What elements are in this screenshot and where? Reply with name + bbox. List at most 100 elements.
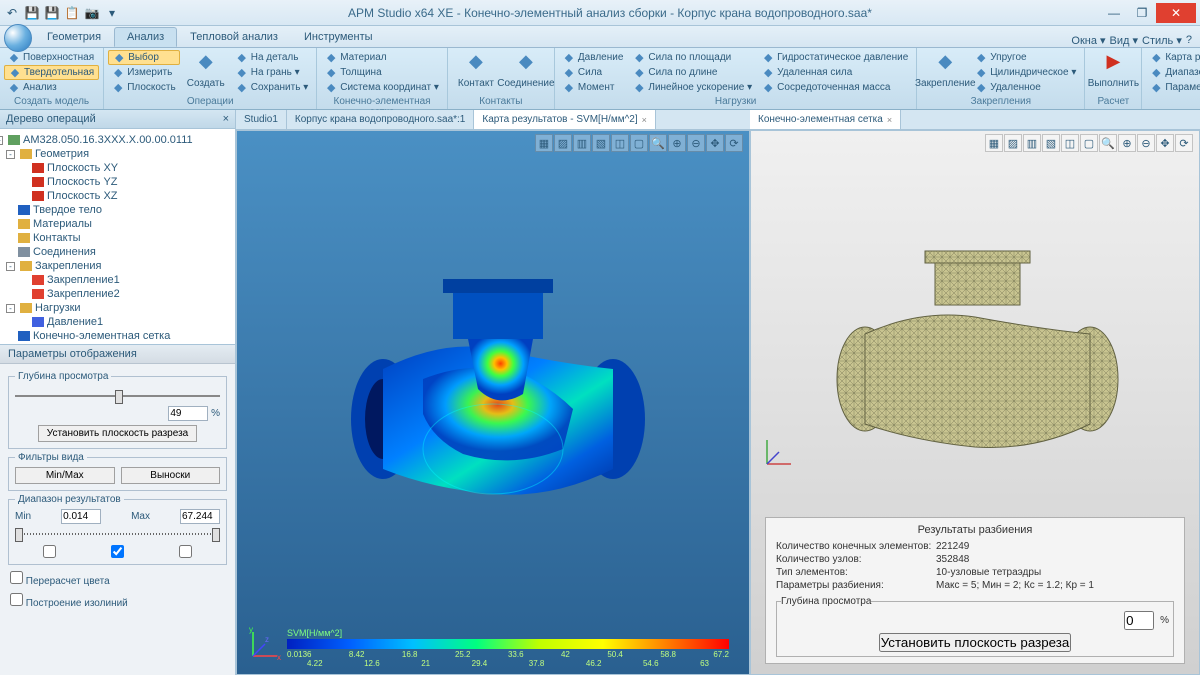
max-input[interactable] (180, 509, 220, 524)
view-transparent-icon[interactable]: ◫ (1061, 134, 1079, 152)
rotate-icon[interactable]: ⟳ (725, 134, 743, 152)
ribbon-item[interactable]: ◆Сосредоточенная масса (758, 80, 912, 95)
view-shaded-icon[interactable]: ▧ (1042, 134, 1060, 152)
ribbon-item[interactable]: ◆Упругое (971, 50, 1080, 65)
ribbon-item[interactable]: ◆Поверхностная (4, 50, 99, 65)
ribbon-item[interactable]: ◆Момент (559, 80, 627, 95)
help-menu[interactable]: ? (1186, 34, 1192, 47)
close-icon[interactable]: × (642, 115, 647, 125)
ribbon-item[interactable]: ◆Сила по площади (629, 50, 756, 65)
undo-icon[interactable]: ↶ (4, 5, 20, 21)
zoom-fit-icon[interactable]: 🔍 (649, 134, 667, 152)
minmax-button[interactable]: Min/Max (15, 467, 115, 484)
tree-node[interactable]: -Нагрузки (4, 301, 231, 315)
tab-tools[interactable]: Инструменты (291, 27, 386, 47)
isolines-checkbox[interactable]: Построение изолиний (10, 598, 128, 609)
depth-slider[interactable] (15, 388, 220, 404)
minimize-button[interactable]: — (1100, 3, 1128, 23)
view-wireframe-icon[interactable]: ▨ (554, 134, 572, 152)
ribbon-item[interactable]: ◆Материал (321, 50, 443, 65)
view-iso-icon[interactable]: ▦ (985, 134, 1003, 152)
ribbon-item[interactable]: ◆Выбор (108, 50, 180, 65)
operation-tree[interactable]: − АМ328.050.16.3XXX.X.00.00.0111 -Геомет… (0, 129, 235, 344)
ribbon-item[interactable]: ◆Параметры вывода (1146, 80, 1200, 95)
ribbon-item[interactable]: ◆Измерить (108, 65, 180, 80)
callouts-button[interactable]: Выноски (121, 467, 221, 484)
rotate-icon[interactable]: ⟳ (1175, 134, 1193, 152)
view-hidden-icon[interactable]: ▥ (1023, 134, 1041, 152)
tab-thermal[interactable]: Тепловой анализ (177, 27, 291, 47)
app-logo-icon[interactable] (4, 24, 32, 52)
zoom-in-icon[interactable]: ⊕ (1118, 134, 1136, 152)
expand-icon[interactable]: - (6, 304, 15, 313)
recolor-checkbox[interactable]: Перерасчет цвета (10, 576, 110, 587)
zoom-fit-icon[interactable]: 🔍 (1099, 134, 1117, 152)
ribbon-item[interactable]: ◆Удаленная сила (758, 65, 912, 80)
ribbon-item[interactable]: ◆Твердотельная (4, 65, 99, 80)
ribbon-item[interactable]: ◆Сила по длине (629, 65, 756, 80)
ribbon-item[interactable]: ◆Система координат ▾ (321, 80, 443, 95)
view-wireframe-icon[interactable]: ▨ (1004, 134, 1022, 152)
range-cb1[interactable] (43, 545, 56, 558)
tree-node[interactable]: Закрепление2 (4, 287, 231, 301)
ribbon-item[interactable]: ▶Выполнить (1089, 50, 1137, 94)
ribbon-item[interactable]: ◆Контакт (452, 50, 500, 94)
maximize-button[interactable]: ❐ (1128, 3, 1156, 23)
tree-node[interactable]: Материалы (4, 217, 231, 231)
tree-node[interactable]: Конечно-элементная сетка (4, 329, 231, 343)
ribbon-item[interactable]: ◆Сила (559, 65, 627, 80)
ribbon-item[interactable]: ◆Цилиндрическое ▾ (971, 65, 1080, 80)
zoom-in-icon[interactable]: ⊕ (668, 134, 686, 152)
ribbon-item[interactable]: ◆Линейное ускорение ▾ (629, 80, 756, 95)
close-icon[interactable]: × (887, 115, 892, 125)
ribbon-item[interactable]: ◆Гидростатическое давление (758, 50, 912, 65)
tree-close-icon[interactable]: × (223, 113, 229, 125)
expand-icon[interactable]: − (0, 136, 3, 145)
qat-dropdown-icon[interactable]: ▾ (104, 5, 120, 21)
zoom-out-icon[interactable]: ⊖ (1137, 134, 1155, 152)
view-wire-icon[interactable]: ▢ (630, 134, 648, 152)
tree-node[interactable]: Закрепление1 (4, 273, 231, 287)
windows-menu[interactable]: Окна ▾ (1071, 34, 1105, 47)
view-shaded-icon[interactable]: ▧ (592, 134, 610, 152)
doctab-studio[interactable]: Studio1 (236, 110, 287, 129)
view-iso-icon[interactable]: ▦ (535, 134, 553, 152)
range-cb2[interactable] (111, 545, 124, 558)
save-icon[interactable]: 💾 (24, 5, 40, 21)
ribbon-item[interactable]: ◆Диапазон результатов (1146, 65, 1200, 80)
tree-node[interactable]: Контакты (4, 231, 231, 245)
min-input[interactable] (61, 509, 101, 524)
style-menu[interactable]: Стиль ▾ (1142, 34, 1182, 47)
tree-node[interactable]: Плоскость YZ (4, 175, 231, 189)
screenshot-icon[interactable]: 📷 (84, 5, 100, 21)
tree-node[interactable]: Твердое тело (4, 203, 231, 217)
range-cb3[interactable] (179, 545, 192, 558)
ribbon-item[interactable]: ◆Толщина (321, 65, 443, 80)
expand-icon[interactable]: - (6, 262, 15, 271)
mesh-viewport[interactable]: ▦▨▥▧◫▢🔍⊕⊖✥⟳ (750, 130, 1200, 675)
ribbon-item[interactable]: ◆Давление (559, 50, 627, 65)
ribbon-item[interactable]: ◆Соединение (502, 50, 550, 94)
close-button[interactable]: ✕ (1156, 3, 1196, 23)
view-hidden-icon[interactable]: ▥ (573, 134, 591, 152)
ribbon-item[interactable]: ◆Анализ (4, 80, 99, 95)
results-viewport[interactable]: ▦▨▥▧◫▢🔍⊕⊖✥⟳ (236, 130, 750, 675)
ribbon-item[interactable]: ◆Закрепление (921, 50, 969, 94)
ribbon-item[interactable]: ◆Карта результатов (1146, 50, 1200, 65)
tree-node[interactable]: Плоскость XZ (4, 189, 231, 203)
mesh-depth-input[interactable] (1124, 611, 1154, 630)
view-menu[interactable]: Вид ▾ (1110, 34, 1138, 47)
tree-root[interactable]: − АМ328.050.16.3XXX.X.00.00.0111 (4, 133, 231, 147)
tree-node[interactable]: Соединения (4, 245, 231, 259)
mesh-set-plane-button[interactable]: Установить плоскость разреза (879, 633, 1072, 652)
doctab-results[interactable]: Карта результатов - SVM[Н/мм^2]× (474, 110, 656, 129)
tab-analysis[interactable]: Анализ (114, 27, 177, 47)
pan-icon[interactable]: ✥ (706, 134, 724, 152)
tree-node[interactable]: Давление1 (4, 315, 231, 329)
tree-node[interactable]: -Закрепления (4, 259, 231, 273)
expand-icon[interactable]: - (6, 150, 15, 159)
tree-node[interactable]: -Геометрия (4, 147, 231, 161)
range-slider[interactable] (15, 526, 220, 542)
doctab-model[interactable]: Корпус крана водопроводного.saa*:1 (287, 110, 474, 129)
zoom-out-icon[interactable]: ⊖ (687, 134, 705, 152)
